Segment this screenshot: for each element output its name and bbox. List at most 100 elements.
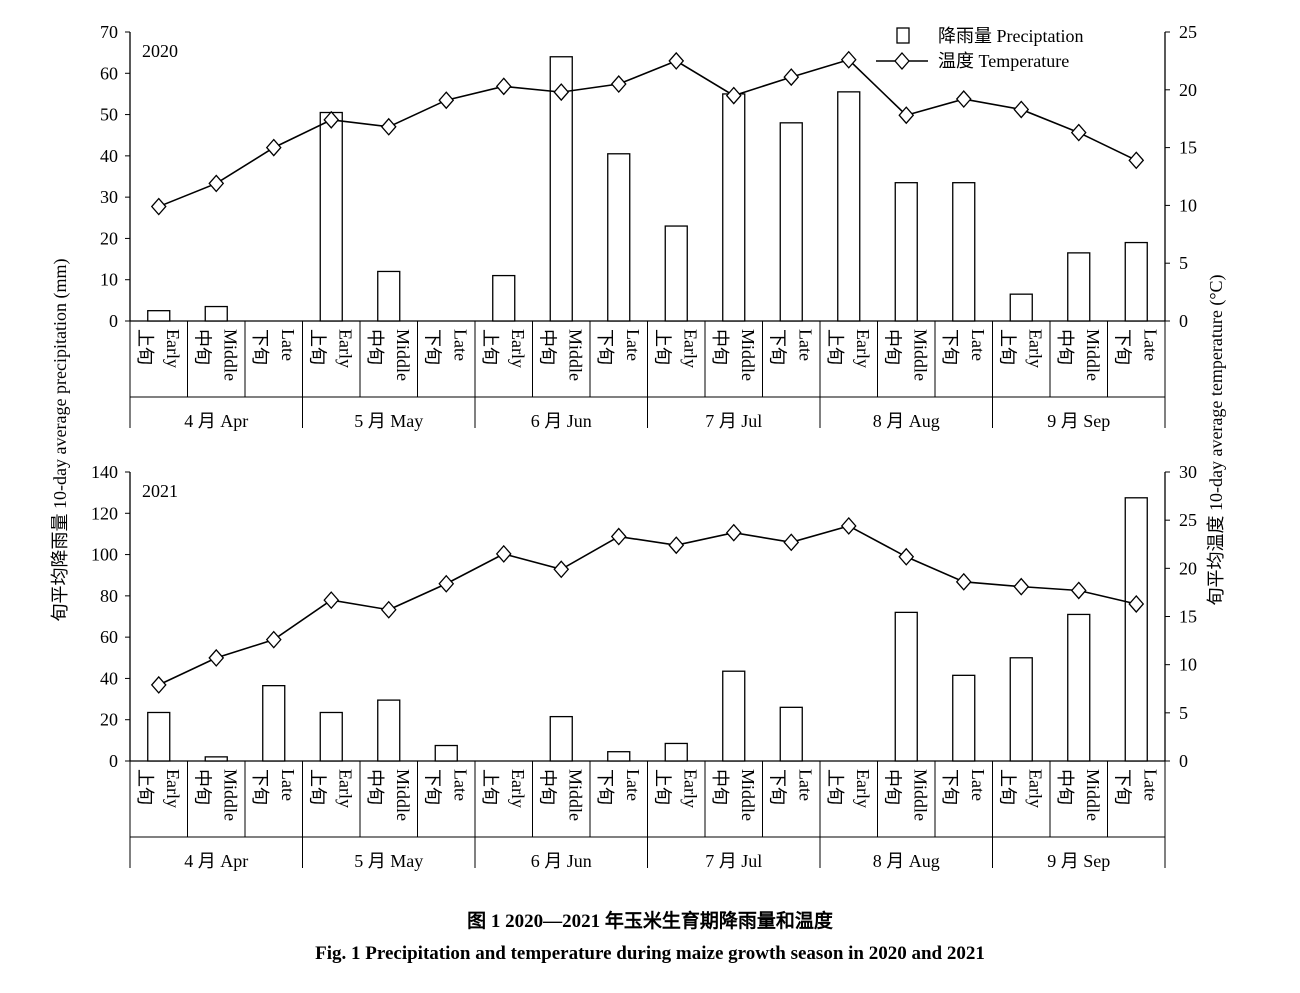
precipitation-bar bbox=[549, 715, 573, 762]
precipitation-bar bbox=[319, 111, 343, 322]
panel-label: 2021 bbox=[142, 481, 178, 501]
period-label-en: Middle bbox=[393, 769, 413, 821]
right-tick-label: 10 bbox=[1179, 195, 1197, 215]
precipitation-bar bbox=[837, 91, 861, 322]
temperature-point bbox=[725, 523, 742, 542]
period-label-cn: 中旬 bbox=[710, 329, 730, 365]
precipitation-bar bbox=[262, 685, 286, 762]
temperature-point bbox=[668, 536, 685, 555]
precipitation-bar bbox=[607, 153, 631, 322]
period-label-cn: 上旬 bbox=[307, 329, 327, 365]
precipitation-bar bbox=[607, 751, 631, 762]
left-tick-label: 20 bbox=[100, 228, 118, 248]
month-label: 4 月 Apr bbox=[184, 851, 248, 871]
period-label-cn: 下旬 bbox=[1112, 329, 1132, 365]
right-tick-label: 0 bbox=[1179, 751, 1188, 771]
period-label-en: Middle bbox=[220, 329, 240, 381]
period-label-en: Early bbox=[1025, 769, 1045, 808]
period-label-en: Late bbox=[278, 769, 298, 801]
period-label-cn: 下旬 bbox=[940, 769, 960, 805]
precipitation-bar bbox=[377, 270, 401, 322]
temperature-point bbox=[323, 110, 340, 129]
left-tick-label: 0 bbox=[109, 751, 118, 771]
precipitation-bar bbox=[894, 611, 918, 762]
temperature-point bbox=[840, 50, 857, 69]
precipitation-bar bbox=[549, 56, 573, 322]
temperature-line bbox=[158, 525, 1137, 686]
precipitation-bar bbox=[722, 670, 746, 762]
month-label: 6 月 Jun bbox=[531, 851, 592, 871]
precipitation-bar bbox=[434, 744, 458, 762]
period-label-cn: 中旬 bbox=[1055, 769, 1075, 805]
period-label-cn: 上旬 bbox=[652, 769, 672, 805]
month-label: 9 月 Sep bbox=[1047, 851, 1110, 871]
temperature-point bbox=[1070, 123, 1087, 142]
precipitation-bar bbox=[377, 699, 401, 762]
period-label-en: Early bbox=[163, 329, 183, 368]
period-label-en: Late bbox=[623, 769, 643, 801]
period-label-en: Early bbox=[163, 769, 183, 808]
period-label-cn: 下旬 bbox=[1112, 769, 1132, 805]
left-tick-label: 40 bbox=[100, 146, 118, 166]
y-axis-label-right: 旬平均温度 10-day average temperature (°C) bbox=[1206, 274, 1227, 605]
period-label-cn: 下旬 bbox=[767, 329, 787, 365]
y-axis-label-left: 旬平均降雨量 10-day average precipitation (mm) bbox=[50, 259, 71, 622]
period-label-en: Middle bbox=[393, 329, 413, 381]
period-label-en: Middle bbox=[220, 769, 240, 821]
period-label-en: Late bbox=[795, 769, 815, 801]
period-label-en: Early bbox=[1025, 329, 1045, 368]
temperature-point bbox=[380, 117, 397, 136]
period-label-en: Early bbox=[508, 329, 528, 368]
temperature-point bbox=[150, 197, 167, 216]
precipitation-bar bbox=[204, 756, 228, 762]
temperature-point bbox=[1128, 151, 1145, 170]
precipitation-bar bbox=[722, 93, 746, 322]
period-label-cn: 下旬 bbox=[250, 769, 270, 805]
right-tick-label: 20 bbox=[1179, 80, 1197, 100]
temperature-point bbox=[1013, 100, 1030, 119]
month-label: 8 月 Aug bbox=[873, 851, 940, 871]
period-label-cn: 下旬 bbox=[595, 329, 615, 365]
period-label-en: Middle bbox=[910, 329, 930, 381]
precipitation-bar bbox=[1009, 293, 1033, 322]
right-tick-label: 20 bbox=[1179, 558, 1197, 578]
period-label-cn: 中旬 bbox=[192, 769, 212, 805]
precipitation-bar bbox=[1067, 613, 1091, 762]
temperature-point bbox=[553, 83, 570, 102]
period-label-en: Late bbox=[795, 329, 815, 361]
panel-label: 2020 bbox=[142, 41, 178, 61]
period-label-en: Late bbox=[968, 329, 988, 361]
period-label-cn: 上旬 bbox=[307, 769, 327, 805]
left-tick-label: 60 bbox=[100, 627, 118, 647]
left-tick-label: 120 bbox=[91, 503, 118, 523]
period-label-cn: 下旬 bbox=[422, 329, 442, 365]
period-label-en: Late bbox=[623, 329, 643, 361]
temperature-point bbox=[208, 648, 225, 667]
temperature-point bbox=[438, 574, 455, 593]
period-label-cn: 中旬 bbox=[365, 769, 385, 805]
temperature-point bbox=[898, 106, 915, 125]
period-label-en: Middle bbox=[565, 329, 585, 381]
precipitation-bar bbox=[1067, 252, 1091, 322]
period-label-cn: 上旬 bbox=[825, 329, 845, 365]
precipitation-bar bbox=[319, 711, 343, 762]
right-tick-label: 5 bbox=[1179, 703, 1188, 723]
temperature-point bbox=[1128, 594, 1145, 613]
period-label-en: Late bbox=[278, 329, 298, 361]
left-tick-label: 70 bbox=[100, 22, 118, 42]
precipitation-bar bbox=[1124, 241, 1148, 322]
temperature-point bbox=[208, 174, 225, 193]
period-label-cn: 中旬 bbox=[710, 769, 730, 805]
left-tick-label: 140 bbox=[91, 462, 118, 482]
month-label: 7 月 Jul bbox=[705, 411, 762, 431]
precipitation-bar bbox=[1009, 657, 1033, 762]
temperature-point bbox=[1070, 581, 1087, 600]
temperature-point bbox=[668, 51, 685, 70]
period-label-cn: 中旬 bbox=[1055, 329, 1075, 365]
period-label-cn: 上旬 bbox=[997, 769, 1017, 805]
period-label-cn: 上旬 bbox=[825, 769, 845, 805]
period-label-en: Late bbox=[1140, 329, 1160, 361]
period-label-en: Early bbox=[508, 769, 528, 808]
month-label: 5 月 May bbox=[354, 851, 423, 871]
